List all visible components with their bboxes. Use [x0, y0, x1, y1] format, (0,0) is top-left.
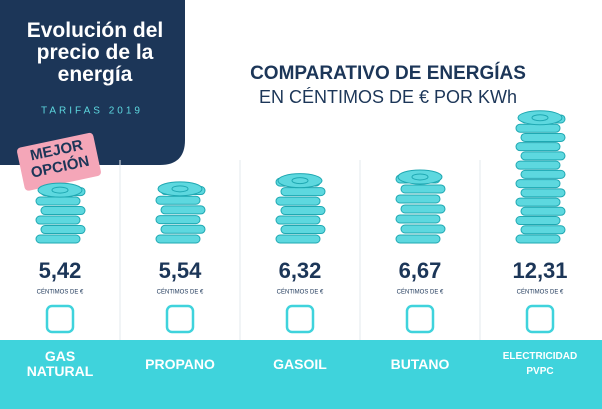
coin	[520, 206, 566, 216]
coin	[275, 196, 321, 206]
unit-label: CÉNTIMOS DE €	[157, 289, 204, 296]
energy-icon	[285, 304, 315, 334]
coin	[395, 234, 441, 244]
header-title-box: Evolución del precio de la energía	[26, 20, 164, 86]
coin	[280, 225, 326, 235]
coin-stack	[35, 182, 86, 244]
energy-icon	[45, 304, 75, 334]
coin	[35, 196, 81, 206]
energy-icon	[165, 304, 195, 334]
category-label: ELECTRICIDAD PVPC	[502, 351, 578, 377]
coin-stack	[275, 173, 326, 244]
coin	[160, 205, 206, 215]
coin-top	[157, 181, 203, 197]
coin	[400, 204, 446, 214]
coin-top	[517, 110, 563, 126]
coin	[40, 225, 86, 235]
coin	[520, 151, 566, 161]
coin-emblem	[171, 185, 189, 193]
category-label: GAS NATURAL	[26, 348, 94, 379]
coin	[395, 194, 441, 204]
coin	[275, 215, 321, 225]
coin	[395, 214, 441, 224]
value-label: 6,67	[399, 258, 442, 283]
coin	[520, 188, 566, 198]
coin	[515, 234, 561, 244]
unit-label: CÉNTIMOS DE €	[277, 289, 324, 296]
coin	[155, 215, 201, 225]
coin	[280, 206, 326, 216]
coin-emblem	[531, 114, 549, 122]
coin-top	[37, 182, 83, 198]
category-box: GASOIL	[273, 355, 327, 372]
category-box: BUTANO	[390, 355, 450, 372]
coin-top	[277, 173, 323, 189]
header-panel	[0, 0, 185, 165]
coin-emblem	[51, 186, 69, 194]
coin-stack	[515, 110, 566, 244]
value-label: 6,32	[279, 258, 322, 283]
coin	[515, 179, 561, 189]
category-box: PROPANO	[145, 355, 215, 372]
energy-icon	[405, 304, 435, 334]
chart-title: COMPARATIVO DE ENERGÍAS	[250, 62, 526, 84]
value-label: 5,42	[39, 258, 82, 283]
chart-subtitle: EN CÉNTIMOS DE € POR KWh	[259, 87, 517, 107]
coin	[35, 215, 81, 225]
coin-top	[397, 169, 443, 185]
coin-emblem	[411, 173, 429, 181]
coin	[515, 216, 561, 226]
coin	[400, 184, 446, 194]
coin	[520, 225, 566, 235]
coin	[155, 195, 201, 205]
value-label: 5,54	[159, 258, 203, 283]
coin	[520, 169, 566, 179]
badge-shape	[17, 132, 101, 191]
coin	[515, 197, 561, 207]
coin	[155, 234, 201, 244]
coin	[515, 160, 561, 170]
category-label: PROPANO	[145, 355, 215, 372]
coin	[35, 234, 81, 244]
coin	[275, 234, 321, 244]
coin	[400, 224, 446, 234]
header-title: Evolución del precio de la energía	[26, 20, 164, 86]
coin	[280, 187, 326, 197]
coin	[515, 142, 561, 152]
coin	[520, 132, 566, 142]
unit-label: CÉNTIMOS DE €	[37, 289, 84, 296]
coin-stack	[155, 181, 206, 244]
category-label: BUTANO	[390, 355, 450, 372]
unit-label: CÉNTIMOS DE €	[397, 289, 444, 296]
value-label: 12,31	[512, 258, 567, 283]
coin	[515, 123, 561, 133]
badge: MEJOR OPCIÓN	[17, 132, 101, 191]
coin	[40, 206, 86, 216]
category-band	[0, 340, 602, 409]
energy-icon	[525, 304, 555, 334]
header-subtitle: TARIFAS 2019	[41, 106, 143, 117]
coin-emblem	[291, 177, 309, 185]
unit-label: CÉNTIMOS DE €	[517, 289, 564, 296]
category-box: ELECTRICIDAD PVPC	[502, 351, 578, 377]
coin-stack	[395, 169, 446, 244]
category-label: GASOIL	[273, 355, 327, 372]
coin	[160, 224, 206, 234]
category-box: GAS NATURAL	[26, 348, 94, 379]
